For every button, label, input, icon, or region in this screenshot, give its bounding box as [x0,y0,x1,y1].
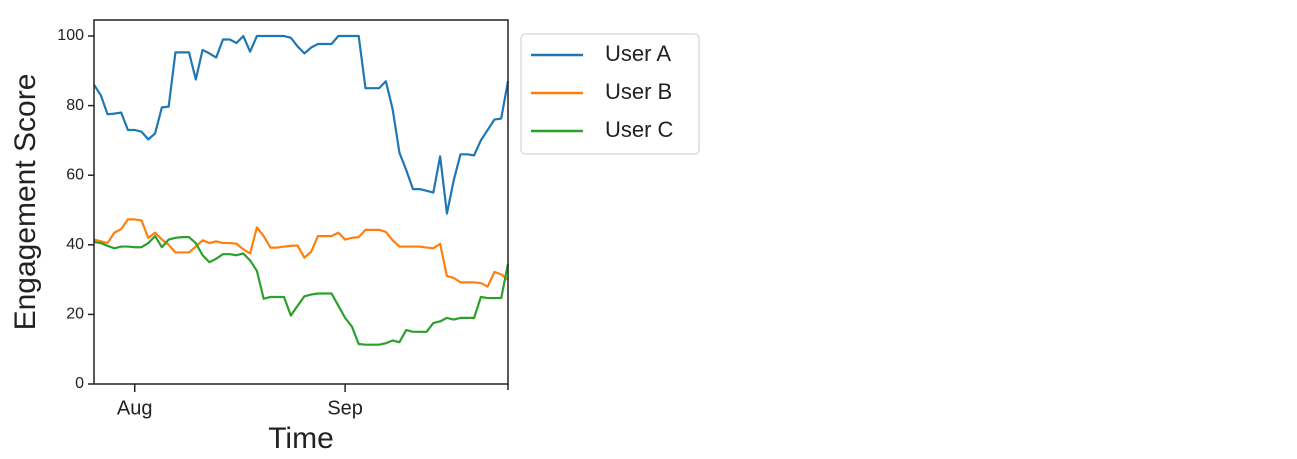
plot-frame [93,19,509,385]
line-series [93,235,510,346]
line-series [93,34,510,215]
legend-label: User C [605,117,674,142]
y-tick-label: 80 [66,97,84,114]
y-tick-label: 0 [75,375,84,392]
x-axis-label: Time [268,422,334,455]
legend-label: User B [605,79,672,104]
y-tick-label: 40 [66,236,84,253]
y-tick-label: 20 [66,306,84,323]
y-axis-label: Engagement Score [9,74,42,331]
x-tick-label: Sep [327,397,363,419]
y-tick-label: 60 [66,166,84,183]
legend-box [520,33,700,155]
legend-label: User A [605,41,671,66]
x-tick-label: Aug [117,397,153,419]
line-series [93,218,509,288]
y-tick-label: 100 [57,27,84,44]
